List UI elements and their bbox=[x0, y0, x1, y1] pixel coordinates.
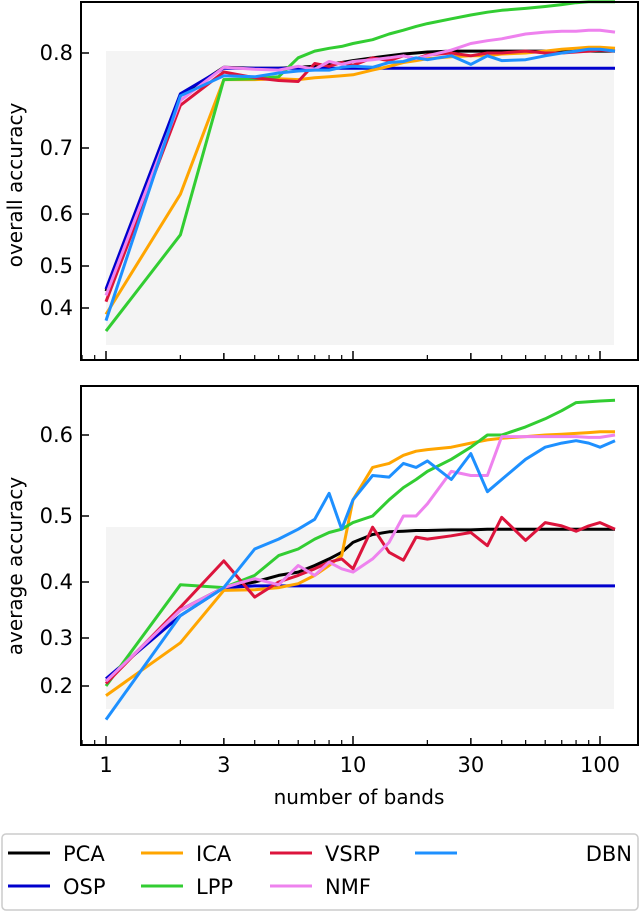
legend-label: OSP bbox=[63, 875, 106, 899]
y-tick-label: 0.6 bbox=[40, 423, 73, 447]
legend: PCA ICA VSRP DBN OSP LPP NMF bbox=[1, 833, 639, 911]
bottom-x-ticks: 1 3 10 30 100 bbox=[81, 736, 620, 777]
y-tick-label: 0.4 bbox=[40, 296, 73, 320]
legend-items: PCA ICA VSRP DBN OSP LPP NMF bbox=[8, 842, 632, 899]
legend-item-osp: OSP bbox=[8, 875, 106, 899]
legend-item-nmf: NMF bbox=[270, 875, 371, 899]
top-series-lines bbox=[104, 0, 616, 333]
top-y-axis-label: overall accuracy bbox=[3, 103, 27, 268]
y-tick-label: 0.2 bbox=[40, 674, 73, 698]
series-line-nmf bbox=[104, 28, 616, 296]
legend-item-pca: PCA bbox=[8, 842, 105, 866]
x-tick-label: 30 bbox=[457, 753, 484, 777]
series-line-nmf bbox=[104, 433, 616, 683]
bottom-y-axis-label: average accuracy bbox=[3, 477, 27, 656]
series-line-dbn bbox=[104, 47, 616, 322]
legend-item-dbn: DBN bbox=[415, 842, 632, 866]
y-tick-label: 0.4 bbox=[40, 570, 73, 594]
y-tick-label: 0.8 bbox=[40, 41, 73, 65]
y-tick-label: 0.5 bbox=[40, 504, 73, 528]
x-tick-label: 1 bbox=[99, 753, 112, 777]
y-tick-label: 0.3 bbox=[40, 626, 73, 650]
x-tick-label: 3 bbox=[217, 753, 230, 777]
series-line-dbn bbox=[104, 439, 616, 721]
x-axis-label: number of bands bbox=[274, 785, 445, 809]
top-axes-frame bbox=[80, 1, 639, 361]
y-tick-label: 0.6 bbox=[40, 202, 73, 226]
legend-label: VSRP bbox=[325, 842, 380, 866]
legend-label: PCA bbox=[63, 842, 105, 866]
bottom-series-lines bbox=[104, 398, 616, 721]
x-tick-label: 10 bbox=[340, 753, 367, 777]
bottom-axes-frame bbox=[80, 385, 639, 746]
legend-item-vsrp: VSRP bbox=[270, 842, 380, 866]
top-y-ticks: 0.4 0.5 0.6 0.7 0.8 bbox=[40, 41, 89, 320]
top-x-ticks bbox=[81, 351, 601, 360]
series-line-pca bbox=[104, 527, 615, 683]
legend-label: ICA bbox=[196, 842, 232, 866]
legend-label: NMF bbox=[325, 875, 371, 899]
bottom-panel: 0.2 0.3 0.4 0.5 0.6 1 3 10 30 100 average accura… bbox=[3, 385, 639, 809]
top-panel: 0.4 0.5 0.6 0.7 0.8 overall accuracy bbox=[3, 0, 639, 361]
legend-label: DBN bbox=[586, 842, 632, 866]
x-tick-label: 100 bbox=[580, 753, 620, 777]
series-line-ica bbox=[104, 45, 616, 316]
legend-item-lpp: LPP bbox=[141, 875, 233, 899]
y-tick-label: 0.5 bbox=[40, 254, 73, 278]
series-line-lpp bbox=[104, 398, 616, 687]
legend-label: LPP bbox=[196, 875, 233, 899]
series-line-ica bbox=[105, 430, 615, 697]
y-tick-label: 0.7 bbox=[40, 136, 73, 160]
legend-item-ica: ICA bbox=[141, 842, 232, 866]
bottom-y-ticks: 0.2 0.3 0.4 0.5 0.6 bbox=[40, 423, 89, 698]
